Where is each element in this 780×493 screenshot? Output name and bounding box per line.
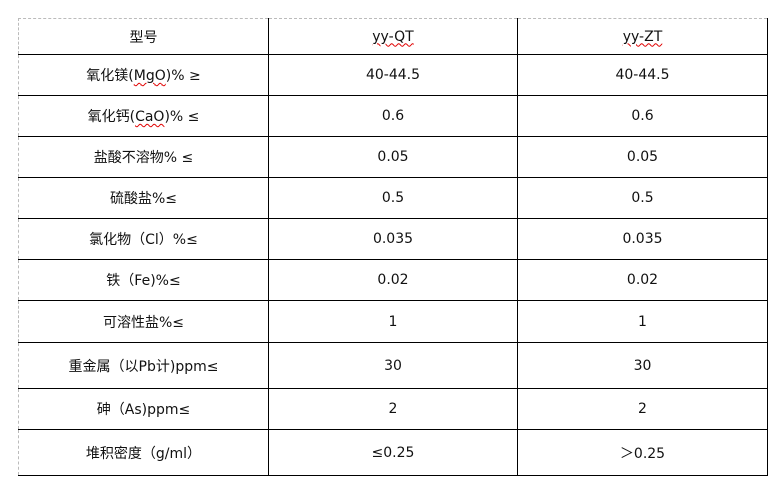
- item-text: 砷（As)ppm≤: [96, 402, 191, 418]
- yy-zt-value: 0.02: [517, 259, 768, 301]
- header-model: 型号: [18, 18, 269, 55]
- item-cell: 铁（Fe)%≤: [18, 259, 269, 301]
- yy-zt-value: 0.035: [517, 218, 768, 260]
- yy-qt-value: 30: [268, 342, 518, 389]
- item-formula: MgO: [133, 68, 166, 84]
- yy-qt-value: 0.6: [268, 95, 518, 137]
- item-cell: 堆积密度（g/ml）: [18, 429, 269, 476]
- yy-qt-value: 2: [268, 388, 518, 430]
- item-text: 氯化物（Cl）%≤: [89, 232, 198, 248]
- table-row: 氧化钙(CaO)% ≤ 0.6 0.6: [18, 95, 768, 137]
- item-cell: 硫酸盐%≤: [18, 177, 269, 219]
- table-row: 堆积密度（g/ml） ≤0.25 ＞0.25: [18, 429, 768, 476]
- item-text: 铁（Fe)%≤: [106, 273, 181, 289]
- item-text: 重金属（以Pb计)ppm≤: [68, 358, 219, 375]
- yy-zt-value: 0.05: [517, 136, 768, 178]
- item-suffix: )% ≥: [165, 68, 201, 84]
- header-yy-qt: yy-QT: [268, 18, 518, 55]
- header-yy-qt-text: yy-QT: [372, 28, 414, 45]
- table-row: 铁（Fe)%≤ 0.02 0.02: [18, 259, 768, 301]
- spec-table: 型号 yy-QT yy-ZT 氧化镁(MgO)% ≥ 40-44.5 40-44…: [18, 18, 768, 476]
- item-suffix: )% ≤: [164, 109, 200, 125]
- item-text: 氧化钙(: [87, 109, 136, 125]
- yy-qt-value: 40-44.5: [268, 54, 518, 96]
- item-cell: 盐酸不溶物% ≤: [18, 136, 269, 178]
- yy-zt-value: ＞0.25: [517, 429, 768, 476]
- yy-zt-value: 0.6: [517, 95, 768, 137]
- item-formula: CaO: [135, 109, 165, 125]
- yy-zt-value: 2: [517, 388, 768, 430]
- yy-qt-value: 0.035: [268, 218, 518, 260]
- table-row: 氧化镁(MgO)% ≥ 40-44.5 40-44.5: [18, 54, 768, 96]
- table-row: 砷（As)ppm≤ 2 2: [18, 388, 768, 430]
- item-cell: 可溶性盐%≤: [18, 300, 269, 343]
- table-row: 氯化物（Cl）%≤ 0.035 0.035: [18, 218, 768, 260]
- item-cell: 氧化镁(MgO)% ≥: [18, 54, 269, 96]
- yy-zt-value: 0.5: [517, 177, 768, 219]
- item-text: 盐酸不溶物% ≤: [93, 150, 194, 166]
- yy-zt-value: 1: [517, 300, 768, 343]
- table-row: 盐酸不溶物% ≤ 0.05 0.05: [18, 136, 768, 178]
- yy-qt-value: ≤0.25: [268, 429, 518, 476]
- item-text: 可溶性盐%≤: [102, 314, 185, 331]
- table-row: 重金属（以Pb计)ppm≤ 30 30: [18, 342, 768, 389]
- yy-qt-value: 0.05: [268, 136, 518, 178]
- item-cell: 氧化钙(CaO)% ≤: [18, 95, 269, 137]
- item-cell: 砷（As)ppm≤: [18, 388, 269, 430]
- yy-qt-value: 0.5: [268, 177, 518, 219]
- yy-zt-value: 40-44.5: [517, 54, 768, 96]
- item-cell: 重金属（以Pb计)ppm≤: [18, 342, 269, 389]
- item-text: 氧化镁(: [86, 68, 134, 84]
- header-row: 型号 yy-QT yy-ZT: [18, 18, 768, 55]
- table-row: 可溶性盐%≤ 1 1: [18, 300, 768, 343]
- header-yy-zt: yy-ZT: [517, 18, 768, 55]
- yy-qt-value: 1: [268, 300, 518, 343]
- item-text: 硫酸盐%≤: [109, 191, 178, 207]
- header-yy-zt-text: yy-ZT: [622, 28, 663, 45]
- table-row: 硫酸盐%≤ 0.5 0.5: [18, 177, 768, 219]
- yy-zt-value: 30: [517, 342, 768, 389]
- yy-qt-value: 0.02: [268, 259, 518, 301]
- item-text: 堆积密度（g/ml）: [85, 445, 202, 462]
- item-cell: 氯化物（Cl）%≤: [18, 218, 269, 260]
